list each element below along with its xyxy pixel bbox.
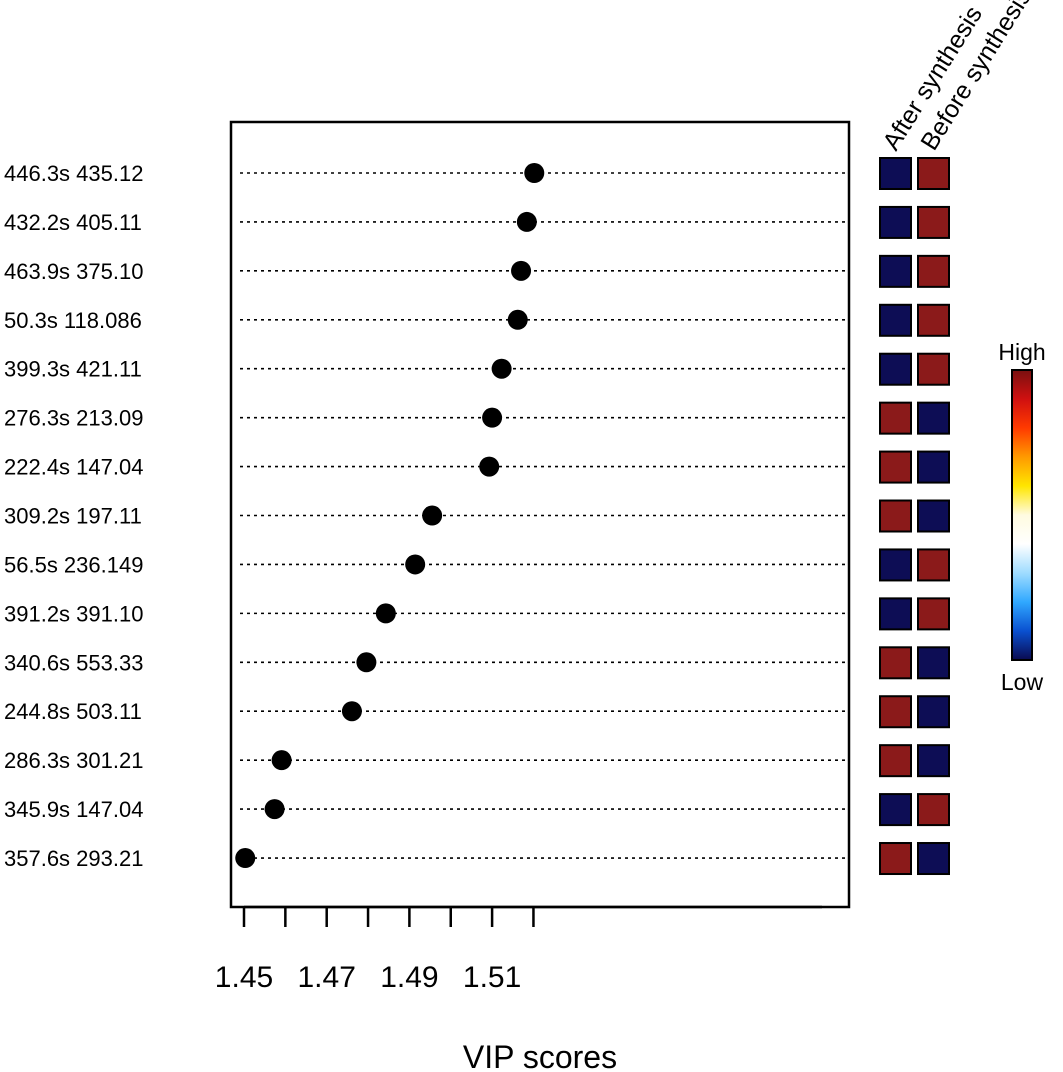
- heatmap-cell: [917, 842, 950, 876]
- heatmap-cell: [879, 303, 912, 337]
- vip-point: [507, 309, 528, 330]
- feature-label: 309.2s 197.11: [4, 504, 142, 529]
- feature-label: 345.9s 147.04: [4, 797, 143, 822]
- color-legend-bar: [1011, 369, 1033, 661]
- heatmap-cell: [917, 254, 950, 288]
- x-tick-label: 1.45: [215, 961, 273, 994]
- vip-point: [341, 701, 362, 722]
- vip-point: [356, 652, 377, 673]
- vip-point: [375, 603, 396, 624]
- vip-point: [516, 211, 537, 232]
- heatmap-cell: [917, 695, 950, 729]
- color-legend-low-label: Low: [1001, 669, 1044, 695]
- heatmap-cell: [879, 793, 912, 827]
- vip-point: [264, 799, 285, 820]
- heatmap-cell: [917, 646, 950, 680]
- feature-label: 357.6s 293.21: [4, 846, 143, 871]
- color-legend-high-label: High: [998, 339, 1045, 365]
- heatmap-cell: [879, 157, 912, 190]
- heatmap-cell: [917, 597, 950, 631]
- heatmap-cell: [917, 157, 950, 190]
- x-axis-title: VIP scores: [463, 1039, 617, 1072]
- heatmap-cell: [917, 205, 950, 239]
- heatmap-cell: [917, 450, 950, 484]
- heatmap-cell: [879, 695, 912, 729]
- feature-labels: 446.3s 435.12 432.2s 405.11 463.9s 375.10 5…: [4, 161, 143, 871]
- heatmap-cell: [917, 401, 950, 435]
- feature-label: 50.3s 118.086: [4, 308, 142, 333]
- vip-point: [491, 358, 512, 379]
- dotted-guides: [240, 172, 845, 859]
- vip-point: [524, 163, 545, 183]
- heatmap-cell: [917, 499, 950, 533]
- heatmap-cell: [879, 646, 912, 680]
- color-legend: High Low: [998, 339, 1045, 695]
- heatmap-cell: [879, 450, 912, 484]
- heatmap-cell: [917, 793, 950, 827]
- feature-label: 222.4s 147.04: [4, 455, 143, 480]
- vip-point: [422, 505, 443, 526]
- heatmap-cell: [879, 254, 912, 288]
- vip-point: [479, 456, 500, 477]
- x-tick-label: 1.51: [463, 961, 521, 994]
- feature-label: 399.3s 421.11: [4, 357, 142, 382]
- heatmap-cell: [917, 548, 950, 582]
- feature-label: 244.8s 503.11: [4, 699, 142, 724]
- heatmap-cell: [879, 597, 912, 631]
- x-axis: 1.45 1.47 1.49 1.51: [215, 905, 822, 994]
- heatmap-cell: [879, 401, 912, 435]
- x-tick-label: 1.47: [298, 961, 356, 994]
- feature-label: 286.3s 301.21: [4, 748, 143, 773]
- vip-point: [235, 848, 256, 869]
- feature-label: 446.3s 435.12: [4, 161, 143, 186]
- feature-label: 276.3s 213.09: [4, 406, 143, 431]
- feature-label: 391.2s 391.10: [4, 601, 143, 626]
- heatmap-cell: [917, 744, 950, 778]
- heatmap-cell: [879, 744, 912, 778]
- feature-label: 340.6s 553.33: [4, 650, 143, 675]
- feature-label: 432.2s 405.11: [4, 210, 142, 235]
- heatmap-cell: [879, 499, 912, 533]
- heatmap-cell: [879, 842, 912, 876]
- heatmap-cell: [879, 352, 912, 386]
- feature-label: 463.9s 375.10: [4, 259, 143, 284]
- heatmap-cell: [917, 352, 950, 386]
- vip-point: [482, 407, 503, 428]
- heatmap-cell: [879, 548, 912, 582]
- vip-point: [271, 750, 292, 771]
- vip-points: [235, 163, 545, 869]
- heatmap-cell: [879, 205, 912, 239]
- feature-label: 56.5s 236.149: [4, 552, 143, 577]
- vip-point: [511, 260, 532, 281]
- vip-point: [405, 554, 426, 575]
- group-heatmap: [879, 157, 950, 876]
- plot-frame: [229, 120, 851, 909]
- x-tick-label: 1.49: [380, 961, 438, 994]
- heatmap-cell: [917, 303, 950, 337]
